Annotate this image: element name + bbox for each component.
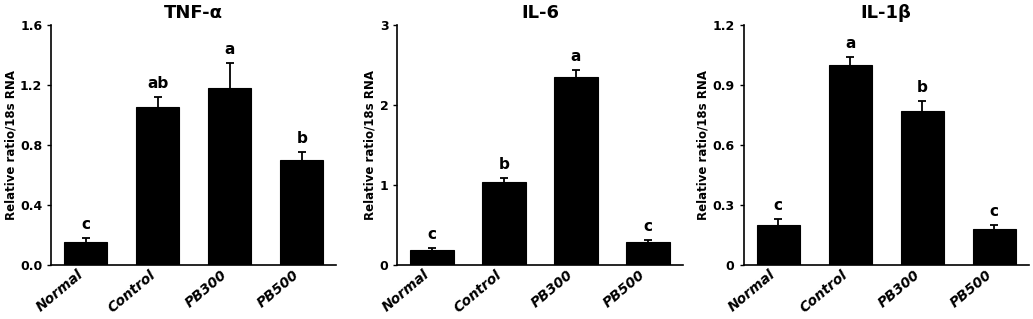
Text: ab: ab [147, 76, 168, 91]
Title: IL-1β: IL-1β [860, 4, 912, 22]
Bar [482, 182, 526, 264]
Text: a: a [571, 49, 582, 64]
Text: c: c [428, 227, 437, 242]
Bar [280, 160, 323, 264]
Text: b: b [917, 80, 928, 95]
Y-axis label: Relative ratio/18s RNA: Relative ratio/18s RNA [696, 70, 710, 220]
Y-axis label: Relative ratio/18s RNA: Relative ratio/18s RNA [364, 70, 377, 220]
Text: a: a [224, 41, 236, 56]
Text: c: c [82, 217, 90, 232]
Bar [136, 108, 180, 264]
Text: c: c [644, 219, 653, 234]
Bar [973, 229, 1015, 264]
Bar [555, 77, 598, 264]
Text: b: b [296, 131, 308, 146]
Text: c: c [990, 204, 999, 219]
Y-axis label: Relative ratio/18s RNA: Relative ratio/18s RNA [4, 70, 18, 220]
Text: c: c [774, 198, 783, 213]
Bar [901, 111, 944, 264]
Title: TNF-α: TNF-α [164, 4, 223, 22]
Bar [756, 225, 800, 264]
Bar [828, 65, 872, 264]
Bar [626, 242, 669, 264]
Bar [209, 88, 251, 264]
Bar [410, 250, 453, 264]
Bar [64, 242, 107, 264]
Text: b: b [499, 157, 509, 172]
Title: IL-6: IL-6 [521, 4, 559, 22]
Text: a: a [845, 36, 855, 51]
